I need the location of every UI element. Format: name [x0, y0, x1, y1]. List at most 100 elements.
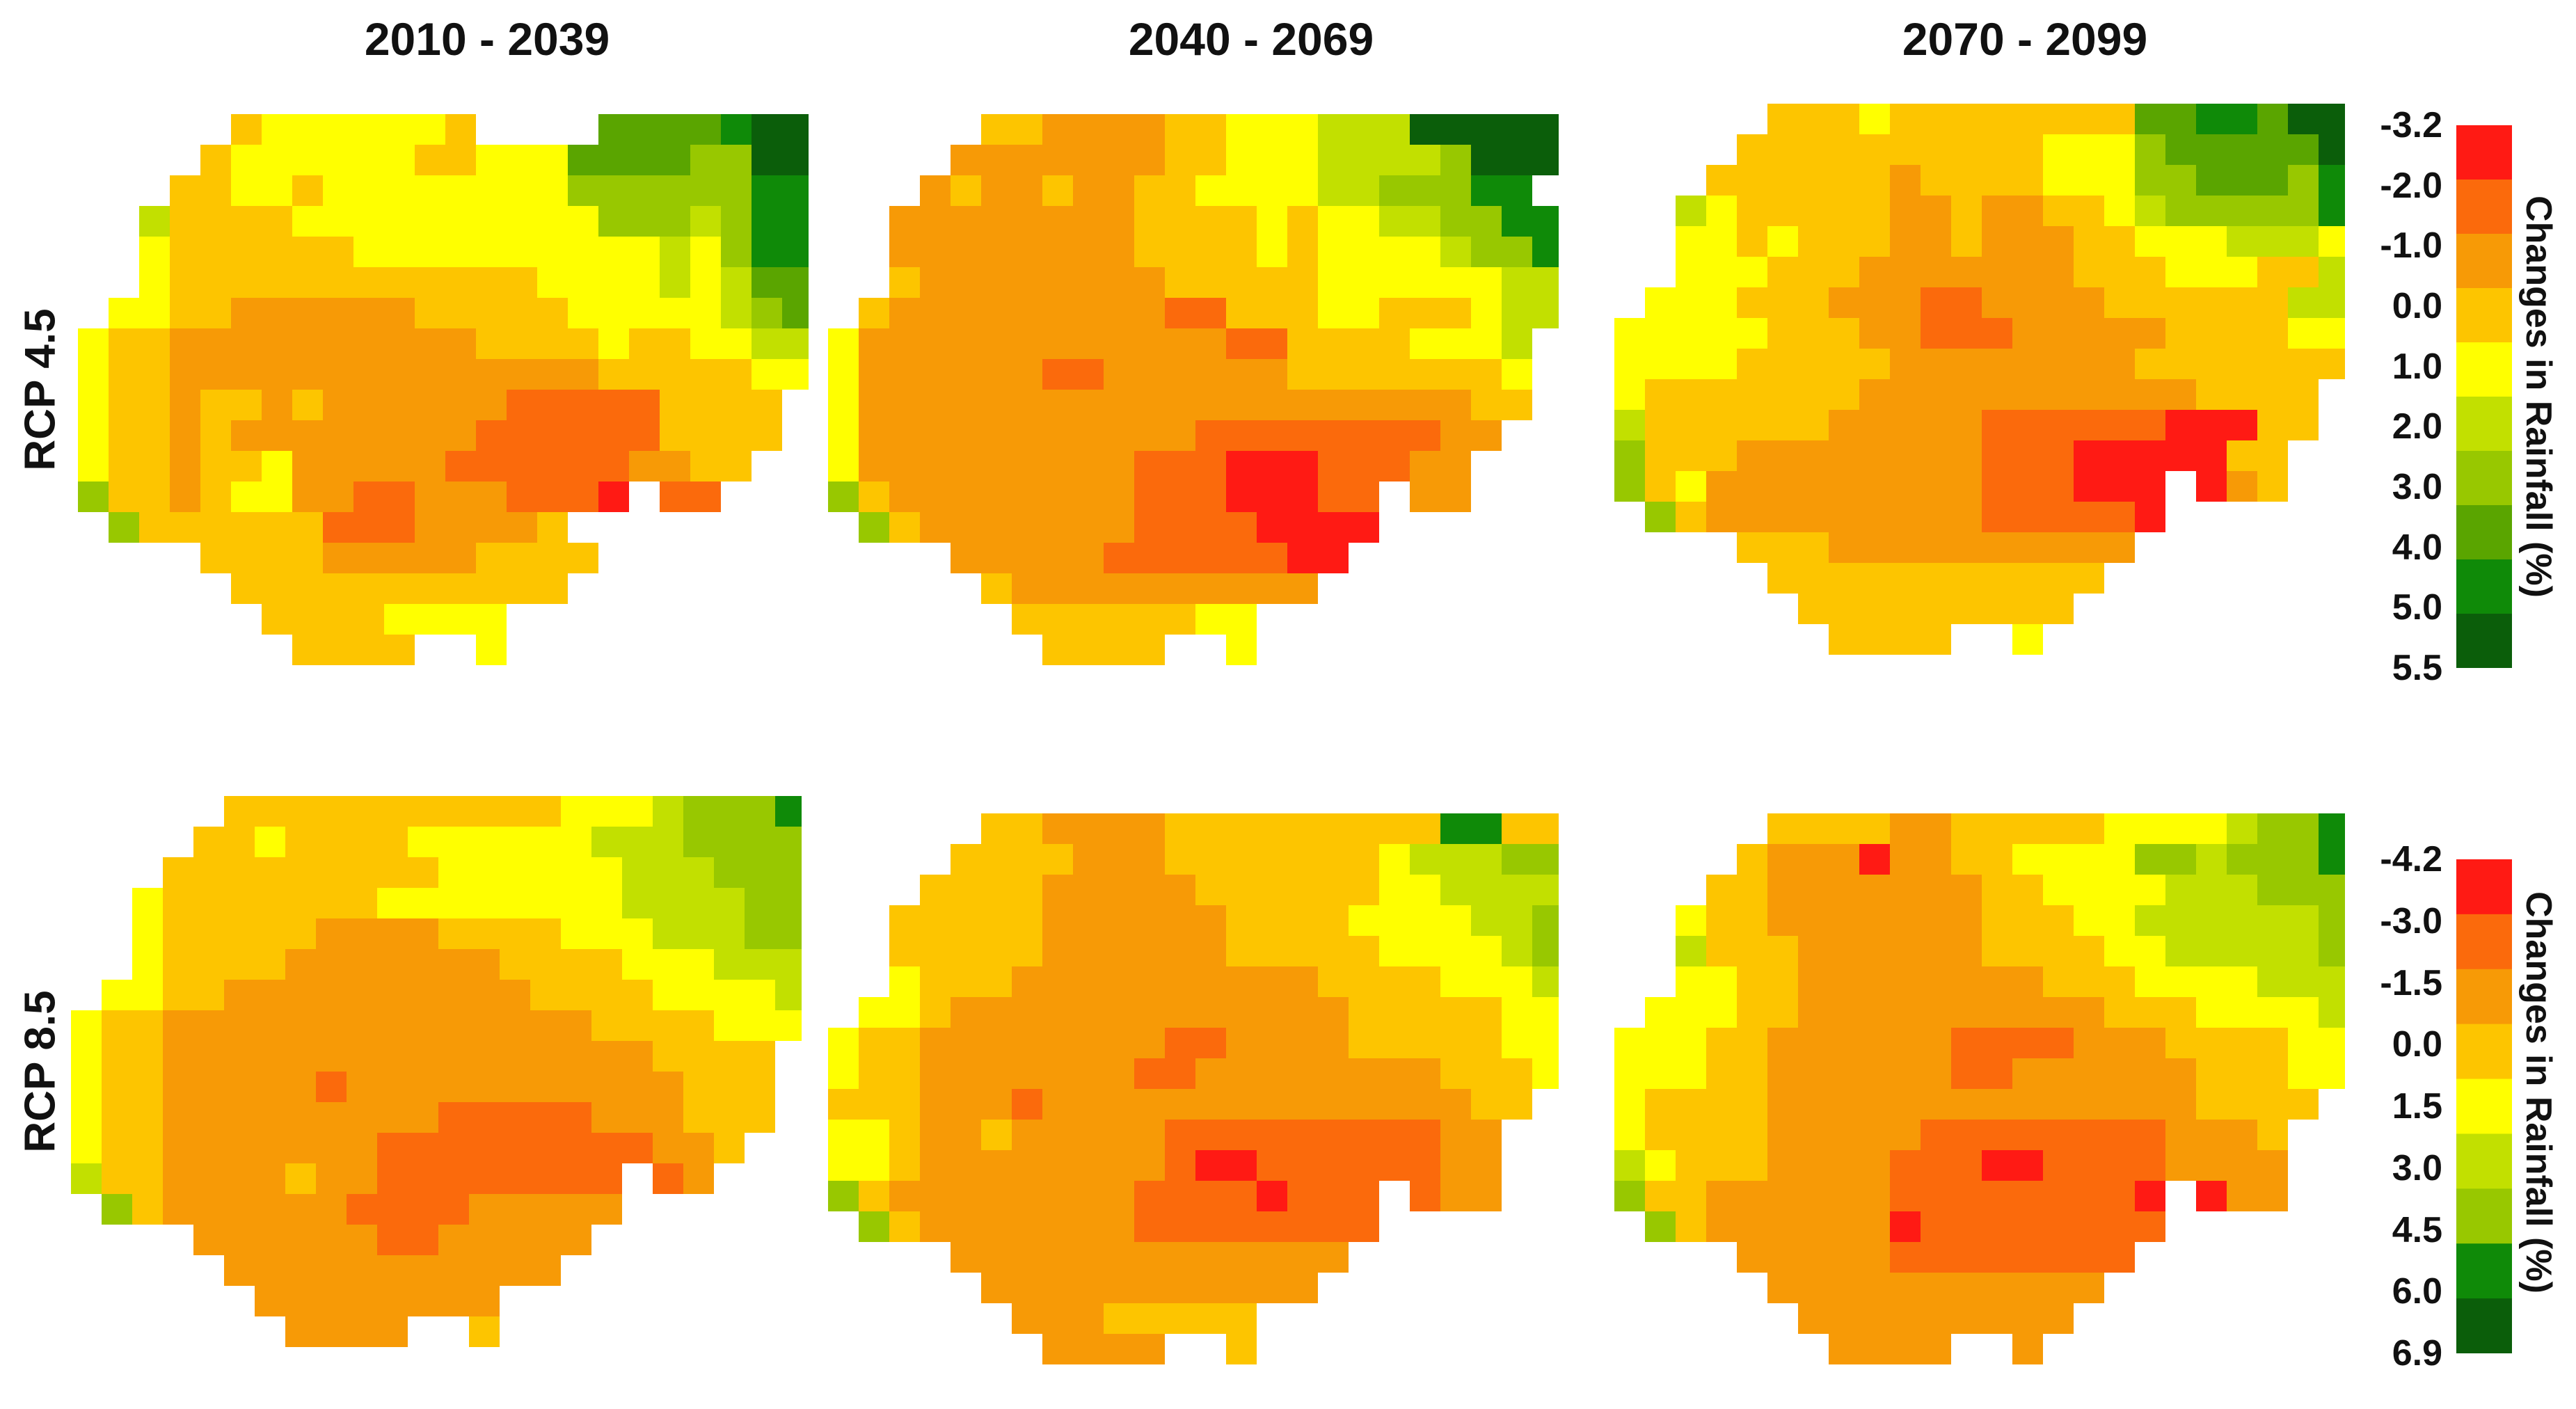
map-cell [690, 145, 721, 175]
map-cell [629, 359, 660, 390]
map-cell [1165, 390, 1195, 420]
map-cell [1042, 1273, 1073, 1303]
map-cell [500, 857, 530, 888]
map-cell [224, 1072, 255, 1102]
map-cell [1226, 206, 1257, 237]
map-cell [231, 451, 262, 481]
map-cell [568, 298, 598, 328]
map-cell [1921, 349, 1951, 379]
map-cell [1165, 1089, 1195, 1120]
map-cell [1859, 1150, 1890, 1181]
map-cell [1829, 1150, 1859, 1181]
map-cell [828, 1181, 859, 1211]
map-cell [384, 451, 415, 481]
map-cell [1195, 1242, 1226, 1273]
map-cell [1012, 1150, 1042, 1181]
map-cell [622, 980, 653, 1010]
map-cell [1890, 165, 1921, 196]
map-cell [377, 1102, 408, 1133]
map-cell [2074, 196, 2104, 226]
map-cell [1798, 997, 1829, 1028]
map-cell [2043, 997, 2074, 1028]
map-cell [231, 298, 262, 328]
map-cell [262, 237, 292, 267]
map-cell [323, 145, 353, 175]
map-cell [347, 1072, 377, 1102]
map-cell [1012, 206, 1042, 237]
map-cell [2043, 502, 2074, 532]
map-cell [2104, 997, 2135, 1028]
map-cell [1859, 471, 1890, 502]
map-cell [445, 512, 476, 543]
map-cell [561, 1041, 591, 1072]
map-cell [1921, 1120, 1951, 1150]
map-cell [2135, 165, 2165, 196]
map-cell [981, 145, 1012, 175]
map-cell [1195, 298, 1226, 328]
map-cell [2196, 104, 2227, 134]
map-cell [1012, 1303, 1042, 1334]
map-cell [1890, 226, 1921, 257]
map-cell [1859, 966, 1890, 997]
map-cell [653, 1010, 683, 1041]
map-cell [1134, 604, 1165, 635]
map-cell [1318, 512, 1349, 543]
map-cell [347, 1194, 377, 1225]
map-cell [1502, 175, 1532, 206]
map-cell [1502, 997, 1532, 1028]
map-cell [2165, 318, 2196, 349]
map-cell [1982, 1150, 2012, 1181]
map-cell [1676, 1120, 1706, 1150]
map-cell [1257, 905, 1287, 936]
map-cell [224, 827, 255, 857]
map-cell [1257, 1242, 1287, 1273]
map-cell [1798, 905, 1829, 936]
map-cell [224, 1225, 255, 1255]
row-title-rcp45-text: RCP 4.5 [16, 308, 65, 471]
map-cell [292, 359, 323, 390]
map-cell [2135, 1089, 2165, 1120]
map-cell [1104, 635, 1134, 665]
map-cell [1859, 1181, 1890, 1211]
map-cell [598, 237, 629, 267]
map-cell [1104, 875, 1134, 905]
map-cell [1257, 481, 1287, 512]
map-cell [561, 1072, 591, 1102]
map-rcp45-2070-2099 [1614, 104, 2345, 655]
map-cell [1226, 813, 1257, 844]
map-cell [476, 206, 507, 237]
map-cell [347, 918, 377, 949]
map-cell [476, 145, 507, 175]
map-cell [2043, 226, 2074, 257]
map-cell [1226, 328, 1257, 359]
map-cell [2043, 844, 2074, 875]
map-cell [1737, 1150, 1767, 1181]
map-cell [1287, 1120, 1318, 1150]
map-cell [224, 980, 255, 1010]
map-cell [1982, 813, 2012, 844]
map-cell [1471, 905, 1502, 936]
map-cell [1042, 328, 1073, 359]
map-cell [1042, 420, 1073, 451]
map-cell [2319, 966, 2345, 997]
map-cell [1073, 451, 1104, 481]
map-cell [629, 390, 660, 420]
map-cell [2257, 287, 2288, 318]
map-cell [951, 997, 981, 1028]
map-cell [1767, 1120, 1798, 1150]
map-cell [408, 980, 438, 1010]
map-cell [415, 451, 445, 481]
map-cell [1921, 1058, 1951, 1089]
map-cell [231, 114, 262, 145]
map-cell [2227, 440, 2257, 471]
map-cell [2288, 134, 2319, 165]
map-cell [2043, 1028, 2074, 1058]
map-cell [1257, 1150, 1287, 1181]
map-cell [170, 481, 200, 512]
map-cell [1767, 1273, 1798, 1303]
map-cell [1440, 390, 1471, 420]
map-cell [660, 359, 690, 390]
map-cell [828, 1028, 859, 1058]
map-cell [262, 359, 292, 390]
map-cell [2012, 379, 2043, 410]
